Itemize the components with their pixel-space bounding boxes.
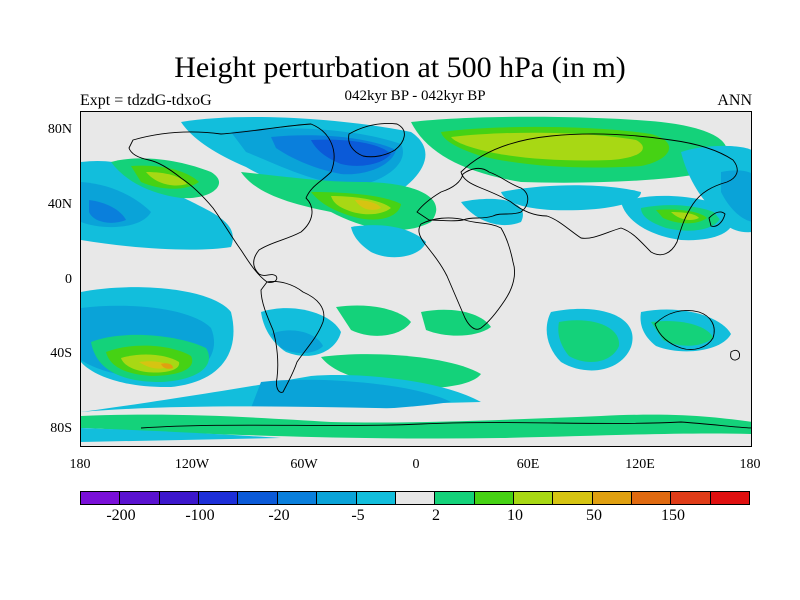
colorbar-label-neg200: -200 [106,507,136,524]
colorbar-box-2 [159,492,200,504]
height-field-map [81,112,751,446]
colorbar-box-10 [474,492,514,504]
colorbar-label-2: 2 [432,507,440,524]
colorbar-box-1 [120,492,160,504]
lon-label-60w: 60W [290,457,318,472]
region-pacific-negative [81,160,233,250]
colorbar-box-16 [710,492,750,504]
colorbar-box-15 [671,492,711,504]
colorbar-box-12 [553,492,593,504]
colorbar-box-5 [277,492,318,504]
lon-label-120e: 120E [625,457,655,472]
colorbar-box-4 [238,492,278,504]
colorbar-box-11 [513,492,554,504]
colorbar-box-9 [435,492,475,504]
colorbar-label-neg5: -5 [351,507,365,524]
colorbar-label-10: 10 [507,507,523,524]
lat-label-80n: 80N [47,122,72,137]
lat-label-40n: 40N [47,197,72,212]
lon-label-60e: 60E [516,457,540,472]
map-panel [80,111,752,447]
colorbar [80,491,750,505]
season-label: ANN [717,92,752,109]
colorbar-box-3 [199,492,239,504]
lon-label-120w: 120W [174,457,210,472]
colorbar-box-7 [356,492,396,504]
colorbar-box-6 [317,492,357,504]
colorbar-label-150: 150 [661,507,685,524]
coastlines [128,123,751,429]
colorbar-box-14 [632,492,672,504]
colorbar-label-50: 50 [586,507,602,524]
lat-label-0: 0 [65,272,72,287]
colorbar-label-neg100: -100 [185,507,215,524]
period-label: 042kyr BP - 042kyr BP [344,88,486,104]
lon-label-180e: 180 [739,457,761,472]
map-title: Height perturbation at 500 hPa (in m) [174,51,626,84]
colorbar-label-neg20: -20 [268,507,290,524]
lon-label-180w: 180 [69,457,91,472]
colorbar-box-8 [395,492,436,504]
lat-label-40s: 40S [50,346,72,361]
colorbar-box-13 [592,492,633,504]
lon-label-0: 0 [412,457,420,472]
experiment-label: Expt = tdzdG-tdxoG [80,92,212,109]
lat-label-80s: 80S [50,421,72,436]
colorbar-box-0 [81,492,121,504]
